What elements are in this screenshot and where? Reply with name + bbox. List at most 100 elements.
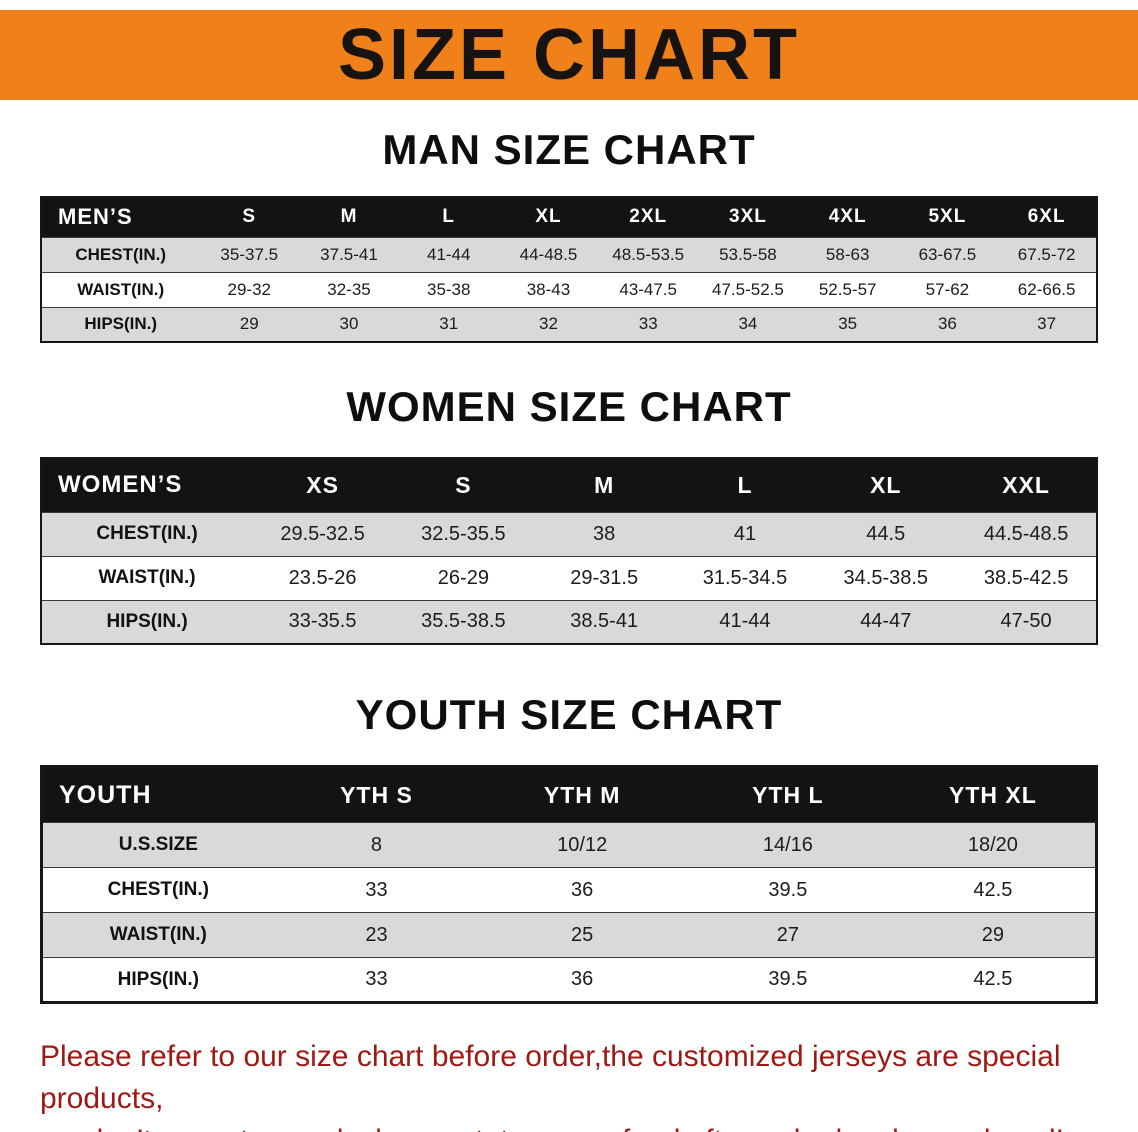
table-row: WAIST(IN.) 29-32 32-35 35-38 38-43 43-47.5 47.…: [41, 272, 1097, 307]
table-row: U.S.SIZE 8 10/12 14/16 18/20: [41, 822, 1097, 868]
youth-size-table: YOUTH YTH S YTH M YTH L YTH XL U.S.SIZE 8 10/12…: [40, 765, 1098, 1004]
size-value-cell: 48.5-53.5: [612, 244, 685, 264]
size-value-cell: 42.5: [973, 878, 1013, 901]
size-column-header: 6XL: [997, 197, 1097, 237]
row-label: WAIST(IN.): [98, 567, 196, 588]
size-value-cell: 18/20: [967, 833, 1018, 856]
row-label: WAIST(IN.): [77, 279, 165, 299]
size-value-cell: 32: [539, 314, 558, 334]
size-value-cell: 41-44: [719, 610, 771, 633]
size-value-cell: 47-50: [1000, 610, 1052, 633]
size-value-cell: 44.5-48.5: [983, 522, 1069, 545]
women-size-chart-section: WOMEN SIZE CHART WOMEN’S XS S M L XL XXL CHEST(…: [0, 383, 1138, 645]
size-value-cell: 47.5-52.5: [712, 279, 784, 299]
size-value-cell: 62-66.5: [1017, 279, 1076, 299]
size-value-cell: 42.5: [973, 968, 1013, 990]
size-value-cell: 44-48.5: [519, 244, 578, 264]
women-size-table: WOMEN’S XS S M L XL XXL CHEST(IN.) 29.5-32.5 32.5…: [40, 457, 1098, 645]
size-value-cell: 25: [571, 923, 594, 946]
table-row: HIPS(IN.) 33 36 39.5 42.5: [41, 957, 1097, 1003]
size-column-header: M: [533, 458, 675, 512]
disclaimer: Please refer to our size chart before or…: [40, 1036, 1108, 1132]
table-row: CHEST(IN.) 33 36 39.5 42.5: [41, 867, 1097, 913]
size-column-header: 2XL: [598, 197, 699, 237]
size-value-cell: 44.5: [866, 522, 906, 545]
size-column-header: M: [299, 197, 399, 237]
size-value-cell: 38-43: [526, 279, 571, 299]
header-row: YOUTH YTH S YTH M YTH L YTH XL: [41, 766, 1097, 823]
size-value-cell: 39.5: [768, 878, 808, 901]
size-value-cell: 29.5-32.5: [280, 522, 365, 545]
disclaimer-line-2: we don’t accept cancel, change, teturn o…: [40, 1120, 1108, 1132]
size-value-cell: 57-62: [925, 279, 970, 299]
size-value-cell: 33: [365, 878, 388, 901]
size-value-cell: 35.5-38.5: [421, 610, 506, 633]
size-value-cell: 32-35: [327, 279, 371, 299]
size-column-header: S: [392, 458, 534, 512]
size-value-cell: 34.5-38.5: [843, 566, 929, 589]
table-title-cell: MEN’S: [41, 197, 200, 237]
size-value-cell: 35: [838, 314, 858, 334]
men-size-chart-heading: MAN SIZE CHART: [382, 126, 756, 173]
size-value-cell: 36: [571, 878, 594, 901]
size-value-cell: 10/12: [557, 833, 608, 856]
size-value-cell: 39.5: [768, 968, 808, 990]
size-value-cell: 29: [981, 923, 1004, 946]
page-title: SIZE CHART: [338, 15, 800, 95]
size-value-cell: 36: [937, 314, 957, 334]
row-label: HIPS(IN.): [106, 610, 188, 632]
size-value-cell: 29: [239, 314, 259, 334]
table-title-cell: YOUTH: [41, 766, 274, 823]
size-value-cell: 34: [738, 314, 758, 334]
size-column-header: XS: [252, 458, 393, 512]
size-value-cell: 38.5-42.5: [983, 566, 1069, 589]
header-row: WOMEN’S XS S M L XL XXL: [41, 458, 1097, 512]
size-value-cell: 44-47: [860, 610, 912, 633]
header-row: MEN’S S M L XL 2XL 3XL 4XL 5XL 6XL: [41, 197, 1097, 237]
size-value-cell: 36: [571, 968, 594, 990]
men-size-chart-section: MAN SIZE CHART MEN’S S M L XL 2XL 3XL 4XL 5XL 6XL…: [0, 126, 1138, 343]
youth-size-chart-section: YOUTH SIZE CHART YOUTH YTH S YTH M YTH L YTH…: [0, 691, 1138, 1004]
size-value-cell: 58-63: [825, 244, 870, 264]
size-value-cell: 37.5-41: [320, 244, 378, 264]
size-value-cell: 33: [365, 968, 388, 990]
table-title-cell: WOMEN’S: [41, 458, 253, 512]
size-value-cell: 26-29: [437, 566, 489, 589]
size-value-cell: 63-67.5: [918, 244, 977, 264]
size-column-header: 4XL: [797, 197, 898, 237]
size-value-cell: 27: [776, 923, 800, 946]
table-row: WAIST(IN.) 23.5-26 26-29 29-31.5 31.5-34.5 34…: [41, 556, 1097, 600]
size-value-cell: 35-37.5: [220, 244, 279, 264]
size-value-cell: 53.5-58: [719, 244, 777, 264]
size-value-cell: 32.5-35.5: [421, 522, 506, 545]
size-value-cell: 29-32: [227, 279, 271, 299]
size-chart-banner: SIZE CHART: [0, 10, 1138, 100]
size-value-cell: 41: [733, 522, 757, 545]
size-column-header: YTH XL: [890, 766, 1097, 823]
size-value-cell: 14/16: [762, 833, 813, 856]
table-row: CHEST(IN.) 29.5-32.5 32.5-35.5 38 41 44.5 44.5…: [41, 512, 1097, 556]
size-column-header: XXL: [956, 458, 1097, 512]
size-value-cell: 35-38: [426, 279, 471, 299]
size-column-header: L: [398, 197, 499, 237]
table-row: WAIST(IN.) 23 25 27 29: [41, 912, 1097, 958]
size-value-cell: 37: [1037, 314, 1057, 334]
size-column-header: YTH M: [479, 766, 686, 823]
size-column-header: YTH L: [685, 766, 891, 823]
table-row: HIPS(IN.) 33-35.5 35.5-38.5 38.5-41 41-44 44-…: [41, 600, 1097, 644]
size-value-cell: 38.5-41: [570, 610, 639, 633]
disclaimer-line-1: Please refer to our size chart before or…: [40, 1040, 1061, 1115]
size-value-cell: 29-31.5: [570, 566, 639, 589]
size-value-cell: 43-47.5: [619, 279, 678, 299]
row-label: CHEST(IN.): [75, 244, 167, 264]
size-column-header: XL: [498, 197, 599, 237]
size-value-cell: 31: [439, 314, 459, 334]
size-column-header: YTH S: [273, 766, 480, 823]
row-label: WAIST(IN.): [109, 924, 207, 945]
size-column-header: S: [199, 197, 300, 237]
table-row: CHEST(IN.) 35-37.5 37.5-41 41-44 44-48.5 48.5…: [41, 237, 1097, 272]
men-size-table: MEN’S S M L XL 2XL 3XL 4XL 5XL 6XL CHEST(IN.) 35-37…: [40, 196, 1098, 343]
size-value-cell: 67.5-72: [1017, 244, 1076, 264]
size-column-header: L: [674, 458, 816, 512]
women-size-chart-heading: WOMEN SIZE CHART: [346, 383, 792, 430]
